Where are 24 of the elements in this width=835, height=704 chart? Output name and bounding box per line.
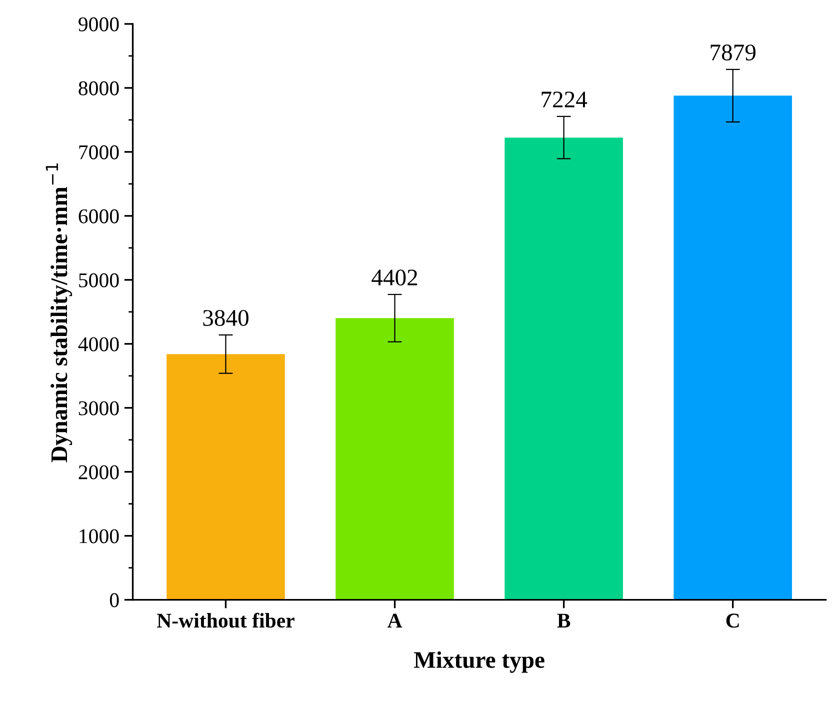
y-tick-label: 5000 xyxy=(79,273,119,288)
y-tick-label: 8000 xyxy=(78,81,119,96)
data-label: 7224 xyxy=(542,92,588,108)
data-label: 4402 xyxy=(372,270,418,286)
bar xyxy=(504,138,623,600)
x-axis-title: Mixture type xyxy=(414,651,544,673)
data-label: 3840 xyxy=(203,310,248,326)
y-tick-label: 9000 xyxy=(78,17,119,32)
data-label: 7879 xyxy=(710,44,756,60)
x-tick-label: A xyxy=(387,614,402,628)
x-tick-label: B xyxy=(557,614,570,628)
y-tick-label: 4000 xyxy=(78,337,119,352)
x-tick-label: C xyxy=(726,614,739,628)
y-tick-label: 7000 xyxy=(79,145,119,160)
y-tick-label: 0 xyxy=(110,593,119,608)
x-tick-label: N-without fiber xyxy=(156,612,294,628)
y-axis-title: Dynamic stability/time·mm$^{−1}$ xyxy=(46,163,72,462)
bar xyxy=(336,318,454,600)
y-tick-label: 1000 xyxy=(80,529,119,544)
bar xyxy=(674,96,792,600)
y-tick-label: 3000 xyxy=(78,401,119,416)
y-tick-label: 6000 xyxy=(78,209,119,224)
y-tick-label: 2000 xyxy=(78,465,119,480)
bar xyxy=(166,354,285,600)
